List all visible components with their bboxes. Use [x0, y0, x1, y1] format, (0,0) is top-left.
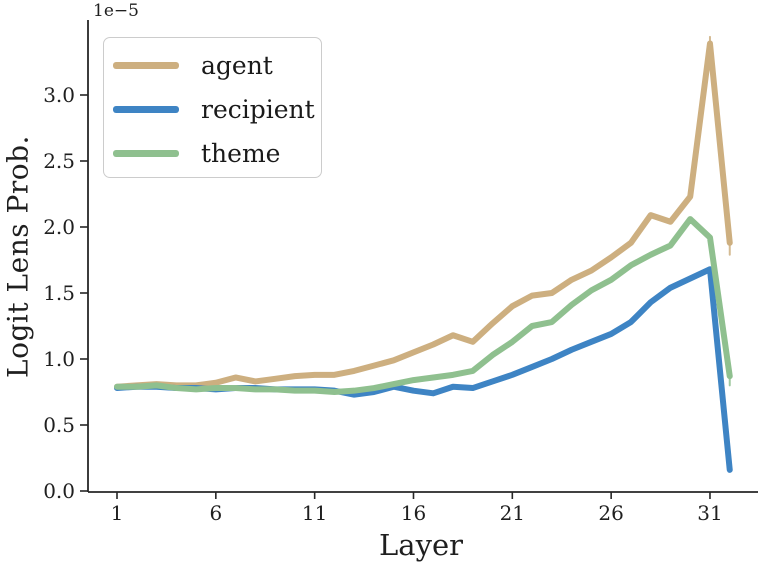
line-series-theme: [114, 216, 733, 395]
legend-swatch-agent: [113, 61, 179, 69]
x-tick-label: 26: [598, 501, 623, 525]
legend-label: theme: [201, 138, 281, 168]
legend-entry-theme: theme: [104, 131, 321, 175]
y-tick-label: 1.0: [43, 347, 75, 371]
legend-swatch-recipient: [113, 105, 179, 113]
line-series-agent: [114, 40, 733, 390]
legend-label: agent: [201, 50, 273, 80]
y-axis-offset-label: 1e−5: [93, 1, 139, 21]
x-tick-label: 11: [302, 501, 327, 525]
legend-entry-agent: agent: [104, 43, 321, 87]
y-axis-label: Logit Lens Prob.: [1, 135, 35, 378]
x-tick-label: 16: [401, 501, 426, 525]
x-tick-label: 21: [500, 501, 525, 525]
y-tick-label: 2.0: [43, 215, 75, 239]
x-axis-label: Layer: [379, 528, 463, 562]
y-tick-label: 3.0: [43, 83, 75, 107]
x-tick-label: 31: [697, 501, 722, 525]
line-series-recipient: [114, 266, 733, 473]
y-tick-label: 0.0: [43, 479, 75, 503]
x-tick-label: 6: [209, 501, 222, 525]
legend-box: agent recipient theme: [103, 37, 322, 178]
y-tick-label: 0.5: [43, 413, 75, 437]
y-tick-label: 1.5: [43, 281, 75, 305]
legend-label: recipient: [201, 94, 315, 124]
legend-entry-recipient: recipient: [104, 87, 321, 131]
x-tick-label: 1: [111, 501, 124, 525]
legend-swatch-theme: [113, 149, 179, 157]
y-tick-label: 2.5: [43, 149, 75, 173]
